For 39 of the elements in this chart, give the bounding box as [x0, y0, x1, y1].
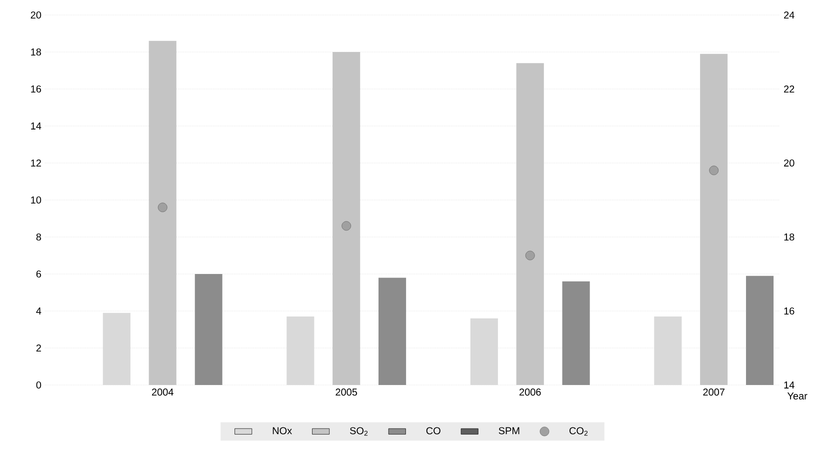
- y2-tick-label: 16: [784, 307, 794, 315]
- legend-label: SPM: [498, 427, 520, 434]
- legend-label: NOx: [272, 427, 292, 434]
- y2-tick-label: 14: [784, 382, 794, 388]
- y-tick-label: 12: [31, 160, 41, 166]
- bar: [562, 281, 590, 385]
- y-tick-label: 6: [36, 270, 42, 278]
- y2-tick-label: 24: [784, 12, 794, 18]
- x-tick-label: 2004: [152, 388, 174, 396]
- y-tick-label: 18: [31, 48, 42, 56]
- y-tick-label: 2: [36, 344, 41, 352]
- y2-tick-label: 22: [784, 86, 794, 92]
- y-tick-label: 4: [36, 308, 42, 314]
- y-tick-label: 0: [36, 381, 42, 389]
- point: [342, 221, 352, 231]
- y2-tick-label: 20: [784, 159, 794, 167]
- point: [525, 250, 535, 260]
- legend-label: CO$_{2}$: [570, 427, 588, 436]
- x-tick-label: 2005: [336, 388, 358, 396]
- point: [709, 166, 719, 176]
- bar: [378, 278, 406, 385]
- y-tick-label: 14: [31, 122, 42, 130]
- bar: [286, 316, 314, 385]
- y-tick-label: 8: [36, 233, 42, 241]
- point: [158, 202, 168, 212]
- bar: [102, 312, 130, 385]
- y2-tick-label: 18: [784, 233, 794, 241]
- x-axis-title: Year: [787, 392, 808, 400]
- bar: [746, 276, 774, 385]
- x-tick-label: 2007: [703, 388, 724, 396]
- bar: [194, 274, 222, 385]
- x-tick-label: 2006: [519, 388, 541, 396]
- legend-label: CO: [426, 427, 440, 434]
- bar: [654, 316, 682, 385]
- bar: [470, 318, 498, 385]
- y-tick-label: 20: [30, 11, 42, 19]
- legend-label: SO$_{2}$: [350, 427, 368, 436]
- y-tick-label: 10: [31, 196, 42, 204]
- y-tick-label: 16: [31, 85, 42, 93]
